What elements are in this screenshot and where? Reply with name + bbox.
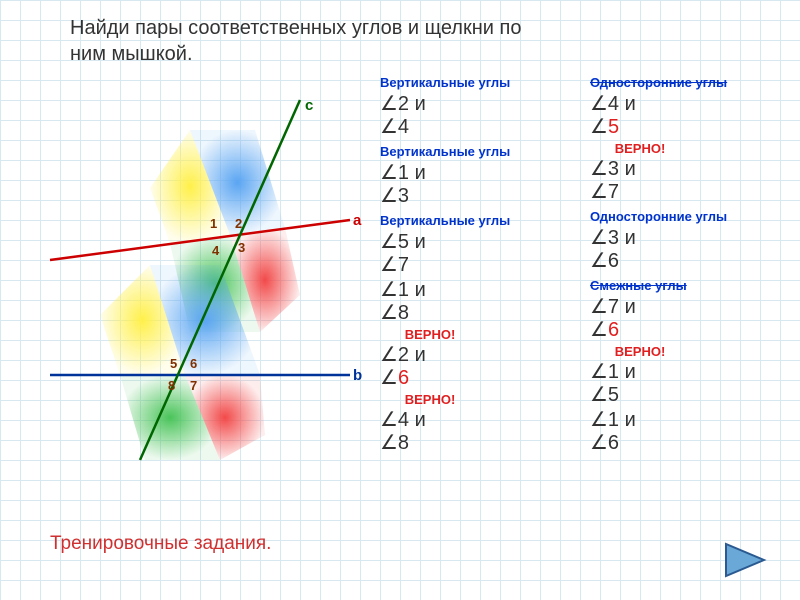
angle-pair-line: ∠8: [380, 432, 570, 455]
next-button[interactable]: [720, 540, 770, 580]
angle-pair-line: ∠4 и: [590, 93, 780, 116]
angle-pair-line: ∠8: [380, 302, 570, 325]
angle-type-heading: Вертикальные углы: [380, 75, 570, 90]
line-label-a: a: [353, 212, 362, 229]
angle-number: 1: [210, 216, 217, 231]
answer-column-2: Односторонние углы∠4 и∠5ВЕРНО!∠3 и∠7Одно…: [590, 70, 780, 457]
angle-pair[interactable]: ∠1 и∠8: [380, 279, 570, 325]
angle-pair-line: ∠7: [380, 254, 570, 277]
verdict-label: ВЕРНО!: [380, 327, 480, 342]
angle-pair[interactable]: ∠5 и∠7: [380, 231, 570, 277]
next-arrow-icon: [720, 540, 770, 580]
angle-pair-line: ∠2 и: [380, 93, 570, 116]
angle-number: 2: [235, 216, 242, 231]
angle-pair[interactable]: ∠7 и∠6: [590, 296, 780, 342]
slide-content: Найди пары соответственных углов и щелкн…: [0, 0, 800, 600]
angle-pair[interactable]: ∠4 и∠8: [380, 409, 570, 455]
angle-pair[interactable]: ∠3 и∠7: [590, 158, 780, 204]
angle-pair-line: ∠4 и: [380, 409, 570, 432]
angle-number: 6: [190, 356, 197, 371]
angle-wedges: [100, 130, 300, 460]
angle-pair-line: ∠1 и: [380, 279, 570, 302]
angle-pair[interactable]: ∠1 и∠6: [590, 409, 780, 455]
angle-pair-line: ∠2 и: [380, 344, 570, 367]
instruction-text: Найди пары соответственных углов и щелкн…: [70, 15, 550, 67]
angle-number: 7: [190, 378, 197, 393]
angle-pair-line: ∠1 и: [590, 409, 780, 432]
angle-pair[interactable]: ∠2 и∠6: [380, 344, 570, 390]
angle-pair-line: ∠7 и: [590, 296, 780, 319]
angle-pair-line: ∠3: [380, 185, 570, 208]
line-label-b: b: [353, 367, 362, 384]
verdict-label: ВЕРНО!: [590, 344, 690, 359]
angle-pair-line: ∠3 и: [590, 158, 780, 181]
diagram-svg: abc 12345678: [30, 90, 370, 470]
angle-pair-line: ∠7: [590, 181, 780, 204]
angle-pair-line: ∠6: [590, 432, 780, 455]
answer-column-1: Вертикальные углы∠2 и∠4Вертикальные углы…: [380, 70, 570, 457]
angle-number: 5: [170, 356, 177, 371]
angle-pair[interactable]: ∠2 и∠4: [380, 93, 570, 139]
verdict-label: ВЕРНО!: [590, 141, 690, 156]
angle-pair-line: ∠5 и: [380, 231, 570, 254]
line-label-c: c: [305, 97, 313, 114]
angle-pair-line: ∠4: [380, 116, 570, 139]
angle-number: 8: [168, 378, 175, 393]
angle-pair[interactable]: ∠3 и∠6: [590, 227, 780, 273]
angle-pair-line: ∠5: [590, 384, 780, 407]
angle-type-heading: Вертикальные углы: [380, 213, 570, 228]
angle-number: 4: [212, 243, 220, 258]
angle-pair-line: ∠6: [590, 250, 780, 273]
angle-pair[interactable]: ∠4 и∠5: [590, 93, 780, 139]
angle-number: 3: [238, 240, 245, 255]
angle-type-heading: Вертикальные углы: [380, 144, 570, 159]
angle-type-heading: Односторонние углы: [590, 75, 780, 90]
angle-pair-line: ∠3 и: [590, 227, 780, 250]
angle-pair-line: ∠1 и: [380, 162, 570, 185]
angle-type-heading: Смежные углы: [590, 278, 780, 293]
verdict-label: ВЕРНО!: [380, 392, 480, 407]
training-label: Тренировочные задания.: [50, 533, 271, 555]
angle-pair-line: ∠1 и: [590, 361, 780, 384]
angle-pair[interactable]: ∠1 и∠5: [590, 361, 780, 407]
angle-pair-line: ∠6: [590, 319, 780, 342]
angle-pair-line: ∠5: [590, 116, 780, 139]
angle-pair[interactable]: ∠1 и∠3: [380, 162, 570, 208]
angle-pair-line: ∠6: [380, 367, 570, 390]
angle-diagram: abc 12345678: [30, 90, 370, 460]
angle-type-heading: Односторонние углы: [590, 209, 780, 224]
